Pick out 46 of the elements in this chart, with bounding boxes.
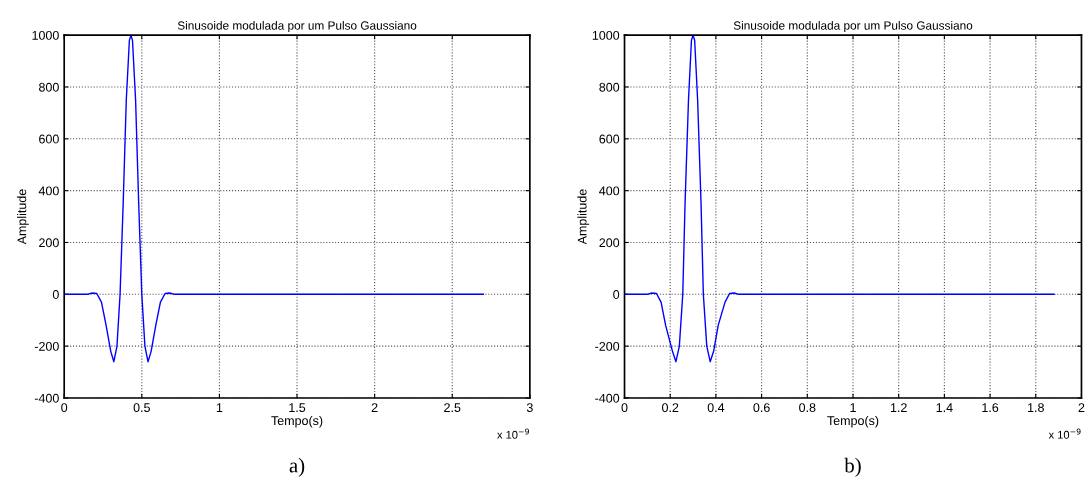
chart-title: Sinusoide modulada por um Pulso Gaussiano xyxy=(733,21,973,33)
x-tick-label: 0.4 xyxy=(707,403,725,413)
text: b) xyxy=(844,457,861,477)
x-tick-label: 0.5 xyxy=(133,403,150,413)
x-tick-label: 1 xyxy=(850,403,856,412)
x-tick-label: 1.4 xyxy=(936,403,953,412)
y-tick-label: 200 xyxy=(599,238,620,248)
x-tick-label: 0.2 xyxy=(662,403,679,413)
x-tick-label: 0.6 xyxy=(753,403,770,413)
y-tick-label: 600 xyxy=(39,134,59,144)
x-tick-label: 2.5 xyxy=(444,403,461,413)
y-tick-label: -400 xyxy=(34,393,59,403)
line-series xyxy=(624,35,1055,363)
line-series xyxy=(64,35,484,363)
y-axis-title: Amplitude xyxy=(577,189,590,245)
text: a) xyxy=(289,457,305,477)
y-tick-label: -200 xyxy=(34,341,59,351)
y-tick-label: 800 xyxy=(39,82,59,92)
x-tick-label: 2 xyxy=(1078,403,1085,412)
y-axis-title: Amplitude xyxy=(17,189,29,245)
x-tick-label: 1.6 xyxy=(982,403,999,413)
y-tick-label: 600 xyxy=(599,134,620,144)
y-tick-label: -400 xyxy=(595,393,620,403)
y-tick-label: 200 xyxy=(39,238,59,248)
x-tick-label: 0.8 xyxy=(799,403,816,413)
x-axis-title: Tempo(s) xyxy=(271,415,323,428)
x-tick-label: 1.8 xyxy=(1028,403,1044,413)
x-tick-label: 1.2 xyxy=(890,403,907,412)
x-tick-label: 1.5 xyxy=(289,403,306,413)
x-tick-label: 0 xyxy=(621,403,628,413)
x-tick-label: 0 xyxy=(61,403,68,413)
x-tick-label: 2 xyxy=(371,403,378,412)
y-tick-label: 1000 xyxy=(592,30,620,40)
y-tick-label: -200 xyxy=(595,341,620,351)
chart-title: Sinusoide modulada por um Pulso Gaussiano xyxy=(177,21,417,33)
y-tick-label: 400 xyxy=(38,186,59,196)
y-tick-label: 400 xyxy=(599,186,620,196)
x-tick-label: 1 xyxy=(216,403,223,412)
text: x 10$^{−9}$ xyxy=(1048,428,1081,439)
y-tick-label: 800 xyxy=(599,82,620,92)
y-tick-label: 1000 xyxy=(32,30,59,40)
x-axis-title: Tempo(s) xyxy=(827,415,879,428)
y-tick-label: 0 xyxy=(613,290,620,299)
y-tick-label: 0 xyxy=(52,290,59,299)
text: x 10$^{−9}$ xyxy=(497,428,529,439)
x-tick-label: 3 xyxy=(526,403,533,413)
